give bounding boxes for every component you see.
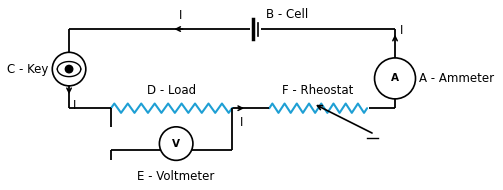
Text: E - Voltmeter: E - Voltmeter <box>137 170 215 183</box>
Text: I: I <box>239 116 243 129</box>
Text: C - Key: C - Key <box>7 63 49 76</box>
Text: I: I <box>400 25 403 37</box>
Text: I: I <box>73 99 76 112</box>
Circle shape <box>159 127 193 160</box>
Text: A - Ammeter: A - Ammeter <box>419 72 494 85</box>
Text: F - Rheostat: F - Rheostat <box>283 84 354 97</box>
Text: I: I <box>179 9 183 22</box>
Text: B - Cell: B - Cell <box>267 8 309 21</box>
Text: D - Load: D - Load <box>147 84 196 97</box>
Text: V: V <box>172 139 180 149</box>
Text: A: A <box>391 73 399 83</box>
Circle shape <box>52 52 86 86</box>
Circle shape <box>65 65 73 73</box>
Circle shape <box>375 58 415 99</box>
